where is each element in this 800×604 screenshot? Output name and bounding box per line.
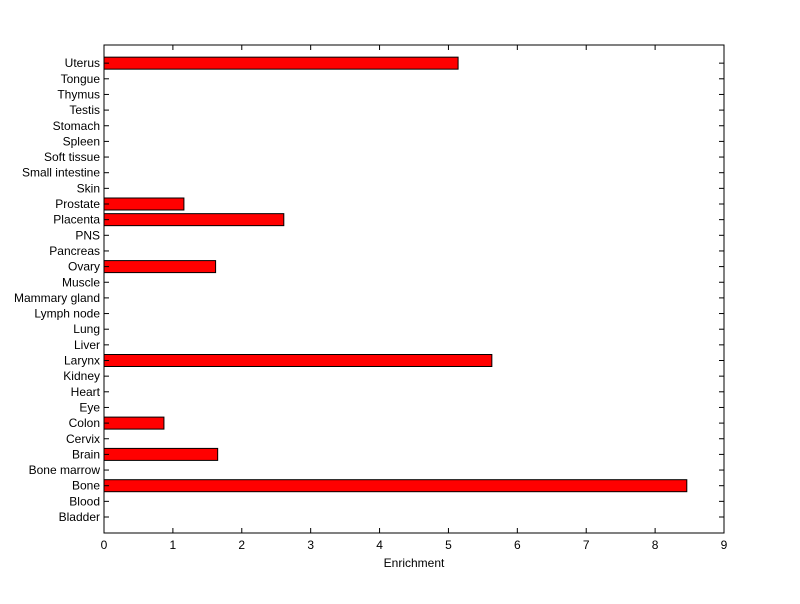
y-tick-label-pancreas: Pancreas (49, 244, 100, 258)
y-tick-label-heart: Heart (71, 385, 101, 399)
y-tick-label-bone: Bone (72, 479, 100, 493)
y-tick-label-cervix: Cervix (66, 432, 100, 446)
y-tick-label-mammary-gland: Mammary gland (14, 291, 100, 305)
bar-bone (103, 479, 688, 493)
y-tick-label-liver: Liver (74, 338, 100, 352)
y-tick-label-colon: Colon (69, 416, 100, 430)
bar-prostate (103, 197, 185, 211)
y-tick-label-soft-tissue: Soft tissue (44, 150, 100, 164)
y-tick-label-brain: Brain (72, 447, 100, 461)
y-tick-label-testis: Testis (69, 103, 100, 117)
y-tick-label-thymus: Thymus (57, 87, 100, 101)
bar-ovary (103, 260, 217, 274)
x-axis-label: Enrichment (384, 556, 445, 570)
ticks-group (103, 45, 725, 533)
y-tick-label-spleen: Spleen (63, 134, 100, 148)
x-tick-label-8: 8 (652, 538, 659, 552)
y-tick-label-placenta: Placenta (53, 213, 100, 227)
x-tick-label-1: 1 (170, 538, 177, 552)
bar-brain (103, 447, 219, 461)
x-tick-label-2: 2 (238, 538, 245, 552)
bar-colon (103, 416, 165, 430)
y-tick-label-tongue: Tongue (61, 72, 101, 86)
y-tick-label-pns: PNS (75, 228, 100, 242)
y-tick-label-eye: Eye (79, 400, 100, 414)
bar-uterus (103, 56, 459, 70)
x-tick-label-7: 7 (583, 538, 590, 552)
x-tick-label-3: 3 (307, 538, 314, 552)
y-tick-label-lymph-node: Lymph node (34, 307, 100, 321)
y-tick-label-prostate: Prostate (55, 197, 100, 211)
x-tick-label-4: 4 (376, 538, 383, 552)
y-tick-label-larynx: Larynx (64, 354, 100, 368)
x-tick-label-5: 5 (445, 538, 452, 552)
x-tick-label-6: 6 (514, 538, 521, 552)
y-tick-label-ovary: Ovary (68, 260, 100, 274)
y-tick-label-lung: Lung (73, 322, 100, 336)
y-tick-label-skin: Skin (77, 181, 100, 195)
plot-frame (103, 44, 725, 534)
y-tick-label-uterus: Uterus (65, 56, 100, 70)
y-tick-label-kidney: Kidney (63, 369, 100, 383)
y-tick-label-blood: Blood (69, 494, 100, 508)
y-tick-label-stomach: Stomach (53, 119, 100, 133)
bar-placenta (103, 213, 285, 227)
y-tick-label-muscle: Muscle (62, 275, 100, 289)
bar-larynx (103, 354, 493, 367)
y-tick-label-bone-marrow: Bone marrow (29, 463, 101, 477)
x-tick-label-0: 0 (101, 538, 108, 552)
y-tick-label-small-intestine: Small intestine (22, 166, 100, 180)
y-tick-label-bladder: Bladder (59, 510, 100, 524)
x-tick-label-9: 9 (721, 538, 728, 552)
